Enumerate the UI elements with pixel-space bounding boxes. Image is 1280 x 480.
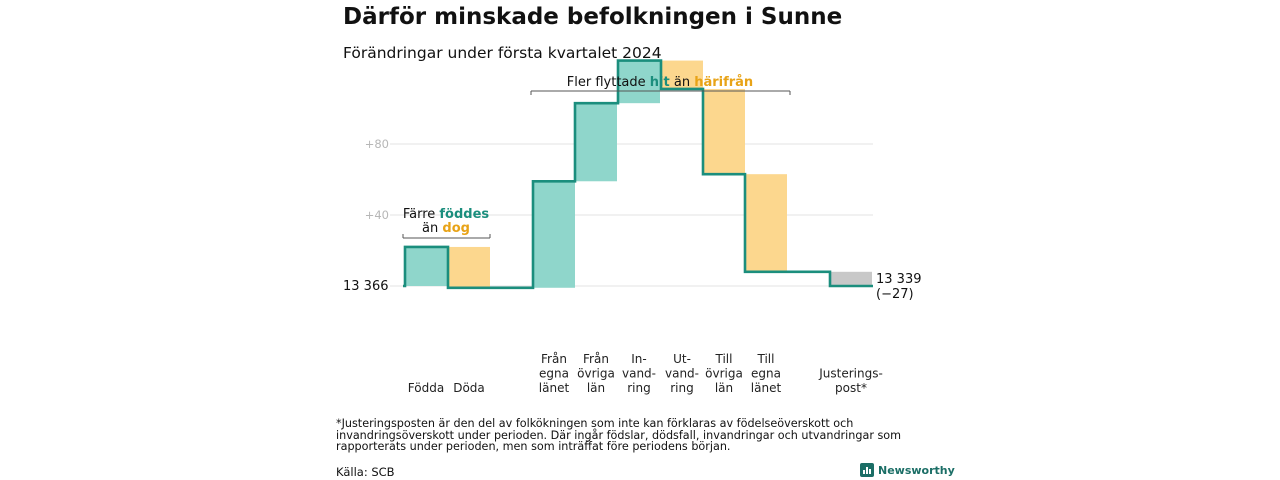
category-label: egna — [751, 367, 781, 381]
newsworthy-logo-icon — [860, 463, 874, 477]
waterfall-bar — [618, 60, 660, 104]
category-label: egna — [539, 367, 569, 381]
category-label: länet — [539, 381, 570, 395]
annotation-text-part: Fler flyttade — [567, 75, 650, 90]
waterfall-bar — [703, 88, 745, 175]
category-label: vand- — [665, 367, 699, 381]
category-label: Justerings- — [818, 367, 883, 381]
annotation-text-part: föddes — [439, 207, 489, 222]
annotation-text-part: härifrån — [694, 75, 753, 90]
category-label: Födda — [408, 381, 444, 395]
category-label: In- — [631, 352, 646, 366]
footnote: *Justeringsposten är den del av folkökni… — [336, 417, 902, 454]
category-label: Från — [583, 352, 609, 366]
annotation-text-part: Färre — [403, 207, 440, 222]
annotation-text: Färre föddes — [403, 207, 490, 222]
annotation-text-part: dog — [442, 221, 470, 236]
category-label: post* — [835, 381, 867, 395]
category-label: Ut- — [673, 352, 691, 366]
category-label: övriga — [577, 367, 615, 381]
start-value-label: 13 366 — [343, 279, 389, 294]
end-change-label: (−27) — [876, 287, 914, 302]
category-label: Till — [757, 352, 775, 366]
category-label: ring — [627, 381, 651, 395]
category-label: Från — [541, 352, 567, 366]
category-label: län — [587, 381, 605, 395]
annotation-text-part: hit — [650, 75, 670, 90]
brand: Newsworthy — [860, 463, 955, 477]
category-label: vand- — [622, 367, 656, 381]
category-label: länet — [751, 381, 782, 395]
y-tick-label: +80 — [365, 137, 389, 151]
waterfall-bar — [533, 181, 575, 288]
category-label: Döda — [453, 381, 485, 395]
waterfall-bar — [575, 103, 617, 182]
category-label: övriga — [705, 367, 743, 381]
category-label: ring — [670, 381, 694, 395]
chart-title: Därför minskade befolkningen i Sunne — [343, 4, 843, 30]
y-tick-label: +40 — [365, 208, 389, 222]
chart-subtitle: Förändringar under första kvartalet 2024 — [343, 44, 662, 62]
waterfall-bar — [405, 246, 447, 286]
waterfall-bar — [830, 271, 872, 286]
category-label: Till — [715, 352, 733, 366]
waterfall-bar — [661, 60, 703, 89]
brand-name: Newsworthy — [878, 463, 955, 477]
source-label: Källa: SCB — [336, 465, 395, 479]
category-label: län — [715, 381, 733, 395]
annotation-text: Fler flyttade hit än härifrån — [567, 75, 753, 90]
waterfall-bar — [745, 174, 787, 272]
waterfall-bar — [448, 246, 490, 288]
step-line — [403, 59, 873, 290]
end-value-label: 13 339 — [876, 272, 922, 287]
annotation-text-part: än — [670, 75, 694, 90]
annotation-text-part: än — [422, 221, 442, 236]
annotation-text: än dog — [422, 221, 470, 236]
